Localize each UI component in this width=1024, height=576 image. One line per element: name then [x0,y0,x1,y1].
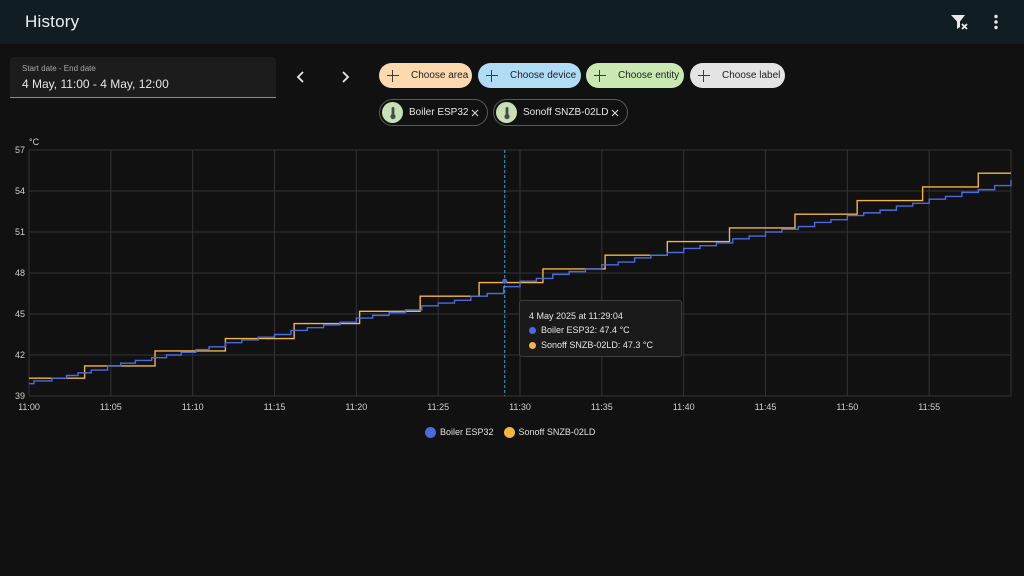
x-axis-ticks: 11:00 11:05 11:10 11:15 11:20 11:25 11:30 11:35… [18,402,940,412]
series-color-dot [529,326,536,334]
legend-item-sonoff[interactable]: Sonoff SNZB-02LD [503,426,596,438]
plus-icon [698,69,710,82]
date-range-value: 4 May, 11:00 - 4 May, 12:00 [22,77,169,91]
thermometer-icon [496,102,517,123]
more-options-icon[interactable] [982,8,1010,36]
series-line [29,172,1011,379]
y-axis-unit: °C [29,137,40,147]
x-tick-label: 11:15 [264,402,286,412]
previous-range-button[interactable] [290,66,312,88]
chevron-right-icon [342,71,350,83]
remove-entity-icon[interactable] [608,106,621,119]
y-tick-label: 45 [15,309,25,319]
choose-label-button[interactable]: Choose label [690,63,785,88]
top-app-bar: History [0,0,1024,44]
page-title: History [25,12,80,31]
choose-area-button[interactable]: Choose area [379,63,472,88]
selected-entity-label: Sonoff SNZB-02LD [523,107,609,118]
choose-area-label: Choose area [411,70,469,81]
legend-item-boiler[interactable]: Boiler ESP32 [425,426,494,438]
legend-color-dot [503,426,515,438]
legend-label: Boiler ESP32 [440,427,494,437]
temperature-history-chart[interactable]: 57 54 51 48 45 42 39 11:00 11:05 11:10 11:15 11:20… [0,130,1024,420]
legend-label: Sonoff SNZB-02LD [518,427,596,437]
hover-point [502,278,508,284]
choose-device-label: Choose device [510,70,577,81]
choose-device-button[interactable]: Choose device [478,63,581,88]
y-tick-label: 57 [15,145,25,155]
y-axis-ticks: 57 54 51 48 45 42 39 [15,145,25,401]
date-range-label: Start date - End date [22,64,96,73]
tooltip-series-name: Boiler ESP32 [541,325,595,335]
x-tick-label: 11:05 [100,402,122,412]
legend-color-dot [425,426,436,438]
thermometer-icon [382,102,403,123]
tooltip-row-sonoff: Sonoff SNZB-02LD: 47.3 °C [529,340,653,350]
x-tick-label: 11:25 [427,402,449,412]
chart-series [29,172,1012,385]
selected-entity-label: Boiler ESP32 [409,107,469,118]
selected-entity-sonoff-snzb-02ld[interactable]: Sonoff SNZB-02LD [493,99,628,126]
chart-tooltip: 4 May 2025 at 11:29:04 Boiler ESP32: 47.… [519,300,682,357]
remove-entity-icon[interactable] [468,106,481,119]
plus-icon [594,69,606,82]
plus-icon [486,69,498,82]
date-range-picker[interactable]: Start date - End date 4 May, 11:00 - 4 M… [10,57,276,98]
y-tick-label: 39 [15,391,25,401]
x-tick-label: 11:40 [673,402,695,412]
y-tick-label: 54 [15,186,25,196]
x-tick-label: 11:45 [755,402,777,412]
x-tick-label: 11:20 [345,402,367,412]
choose-entity-button[interactable]: Choose entity [586,63,684,88]
plus-icon [387,69,399,82]
next-range-button[interactable] [334,66,356,88]
x-tick-label: 11:35 [591,402,613,412]
tooltip-series-value: 47.4 °C [599,325,630,335]
choose-label-label: Choose label [722,70,781,81]
x-tick-label: 11:10 [182,402,204,412]
y-tick-label: 42 [15,350,25,360]
selected-entity-boiler-esp32[interactable]: Boiler ESP32 [379,99,488,126]
chart-legend: Boiler ESP32 Sonoff SNZB-02LD [425,425,605,439]
y-tick-label: 48 [15,268,25,278]
tooltip-row-boiler: Boiler ESP32: 47.4 °C [529,325,630,335]
tooltip-series-value: 47.3 °C [622,340,654,350]
choose-entity-label: Choose entity [618,70,680,81]
x-tick-label: 11:50 [836,402,858,412]
y-tick-label: 51 [15,227,25,237]
x-tick-label: 11:30 [509,402,531,412]
chart-grid [28,149,1012,397]
x-tick-label: 11:55 [918,402,940,412]
series-color-dot [529,341,536,349]
tooltip-series-name: Sonoff SNZB-02LD [541,340,618,350]
series-line [29,180,1012,385]
x-tick-label: 11:00 [18,402,40,412]
clear-filter-icon[interactable] [945,8,973,36]
chevron-left-icon [296,71,304,83]
tooltip-title: 4 May 2025 at 11:29:04 [529,311,623,321]
